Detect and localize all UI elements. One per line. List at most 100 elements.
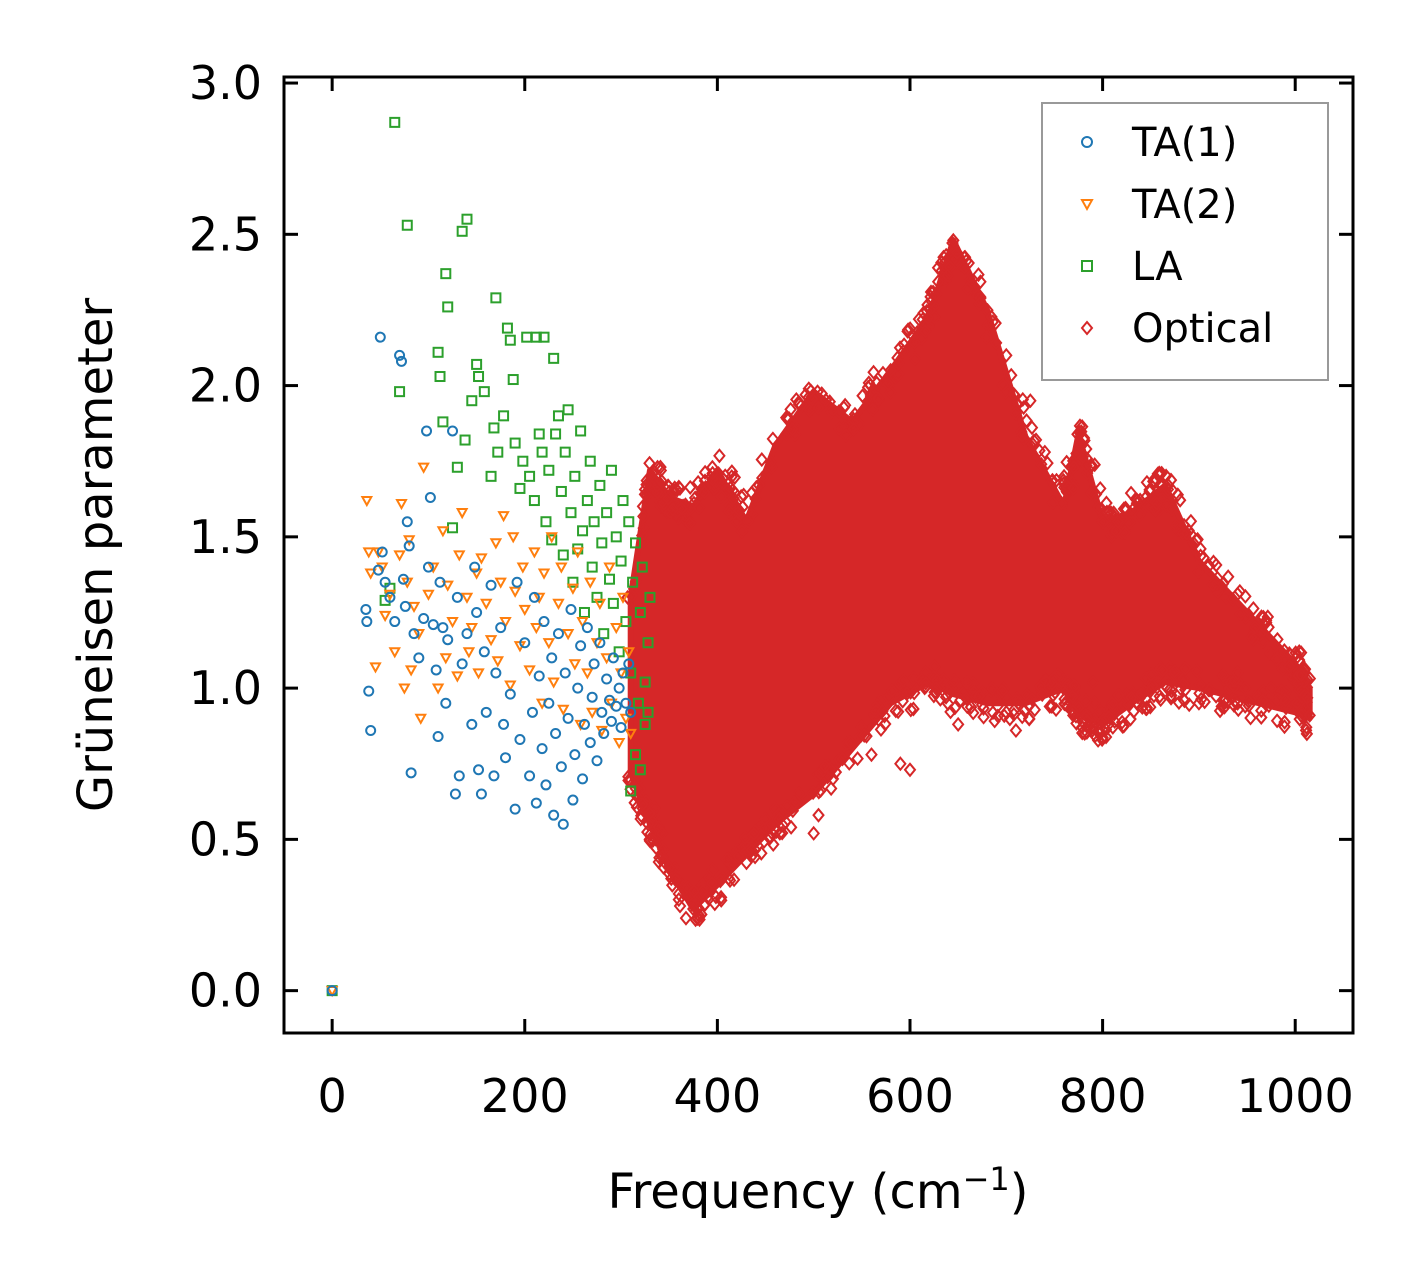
la-point xyxy=(581,495,593,507)
optical-point xyxy=(894,756,907,772)
optical-point xyxy=(1078,725,1091,741)
optical-point xyxy=(1172,694,1186,711)
la-point xyxy=(634,606,646,618)
ta-1-point xyxy=(427,619,439,631)
optical-point xyxy=(1080,708,1093,724)
ta-2-point xyxy=(451,671,464,683)
optical-point xyxy=(929,286,943,302)
optical-point xyxy=(844,734,857,751)
optical-point xyxy=(1010,691,1024,707)
legend-label: TA(1) xyxy=(1131,120,1237,166)
legend-label: LA xyxy=(1132,244,1183,290)
ta-2-point xyxy=(581,668,594,680)
optical-point xyxy=(1135,699,1149,716)
la-point xyxy=(533,428,545,440)
optical-point xyxy=(860,728,873,744)
ticks-layer: 0 200 400 600 800 1000 0.0 0.5 1.0 1.5 2.0 2.5 3.0 xyxy=(189,56,1354,1123)
optical-point xyxy=(837,400,851,416)
optical-point xyxy=(657,495,671,512)
ta-2-point xyxy=(407,601,421,613)
optical-point xyxy=(1024,393,1037,409)
optical-point xyxy=(825,404,838,420)
ta-1-point xyxy=(615,721,627,733)
optical-point xyxy=(995,683,1009,699)
ta-1-point xyxy=(490,667,502,679)
optical-point xyxy=(907,670,920,686)
ta-1-point xyxy=(536,743,548,755)
optical-point xyxy=(1216,576,1230,592)
ta-2-point xyxy=(571,547,584,559)
ta-2-point xyxy=(584,577,597,589)
optical-point xyxy=(1009,405,1023,421)
la-point xyxy=(451,461,463,473)
optical-point xyxy=(749,491,762,507)
optical-point xyxy=(1067,480,1080,496)
optical-point xyxy=(1292,644,1306,660)
ta-2-point xyxy=(612,737,626,750)
optical-point xyxy=(985,680,999,696)
optical-point xyxy=(663,504,677,520)
optical-point xyxy=(641,824,654,840)
optical-point xyxy=(1041,455,1054,471)
la-point xyxy=(442,301,454,313)
optical-point xyxy=(947,680,961,696)
ta-2-point xyxy=(494,577,507,589)
optical-point xyxy=(959,253,973,269)
optical-point xyxy=(1025,420,1039,436)
legend-label: TA(2) xyxy=(1131,182,1237,228)
optical-point xyxy=(705,875,719,891)
ta-1-point xyxy=(586,691,598,703)
optical-point xyxy=(755,845,768,861)
optical-point xyxy=(977,709,990,725)
ta-2-point xyxy=(593,598,607,610)
optical-point xyxy=(687,883,701,899)
optical-point xyxy=(1294,707,1308,724)
ta-1-point xyxy=(449,788,461,800)
ta-1-point xyxy=(575,640,587,652)
ta-1-point xyxy=(453,770,465,782)
optical-point xyxy=(937,249,950,265)
optical-point xyxy=(713,448,726,464)
ta-1-point xyxy=(540,779,552,791)
optical-point xyxy=(1111,514,1125,530)
optical-point xyxy=(999,704,1013,720)
optical-point xyxy=(1034,678,1047,694)
optical-point xyxy=(1263,645,1277,661)
optical-point xyxy=(1124,711,1137,727)
la-point xyxy=(613,646,625,658)
optical-point xyxy=(722,503,736,519)
optical-point xyxy=(1140,700,1153,716)
optical-point xyxy=(740,855,753,871)
optical-point xyxy=(1130,492,1144,508)
optical-point xyxy=(683,479,697,495)
optical-point xyxy=(687,901,700,917)
la-point xyxy=(642,637,654,649)
optical-point xyxy=(1217,693,1231,710)
optical-point xyxy=(1043,675,1056,691)
optical-point xyxy=(1066,703,1080,719)
optical-point xyxy=(1165,501,1179,517)
optical-point xyxy=(1022,697,1036,714)
ta-2-point xyxy=(362,547,375,559)
ta-1-point xyxy=(548,809,560,821)
optical-point xyxy=(1075,725,1089,741)
optical-point xyxy=(681,879,694,895)
la-point xyxy=(565,507,577,519)
optical-point xyxy=(635,527,649,544)
ta-1-point xyxy=(376,546,388,558)
ta-2-point xyxy=(533,592,546,604)
optical-point xyxy=(1300,690,1314,706)
ta-2-point xyxy=(518,604,531,617)
optical-point xyxy=(1203,682,1216,698)
optical-point xyxy=(672,892,686,908)
optical-point xyxy=(1271,631,1284,647)
optical-point xyxy=(1060,454,1073,470)
optical-point xyxy=(921,310,935,326)
optical-point xyxy=(885,683,899,699)
optical-point xyxy=(1292,668,1305,684)
optical-point xyxy=(954,692,967,708)
ta-1-point xyxy=(530,797,542,809)
ta-1-point xyxy=(538,616,550,628)
optical-point xyxy=(996,377,1010,393)
optical-point xyxy=(628,760,641,776)
